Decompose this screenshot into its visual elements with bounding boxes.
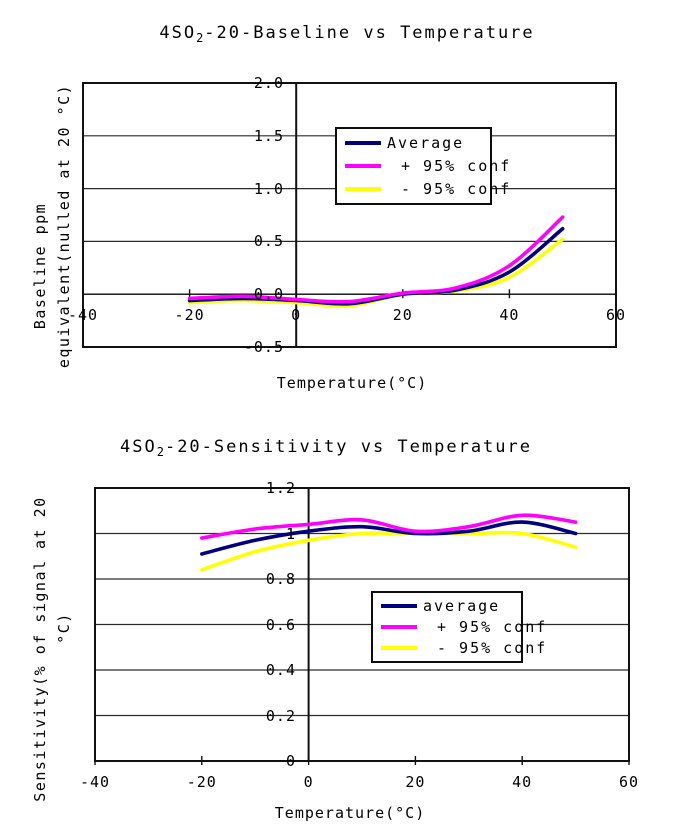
legend-label: - 95% conf xyxy=(437,638,548,657)
legend-line-swatch xyxy=(381,645,417,650)
chart1-y-axis-label-line1: Baseline ppm xyxy=(31,202,49,330)
chart2-y-axis-label-line1: Sensitivity(% of signal at 20 xyxy=(31,496,49,802)
chart1-legend: Average + 95% conf - 95% conf xyxy=(335,127,509,205)
legend-row-average: average xyxy=(381,597,513,615)
chart1-y-axis-label-line2: equivalent(nulled at 20 °C) xyxy=(55,83,73,369)
legend-label: average xyxy=(423,597,501,616)
legend-label: Average xyxy=(387,134,465,153)
legend-line-swatch xyxy=(381,604,417,609)
legend-label: - 95% conf xyxy=(401,179,512,198)
chart2-y-axis-label-line2: °C) xyxy=(55,612,73,644)
legend-row-average: Average xyxy=(345,134,482,152)
legend-row-plus95: + 95% conf xyxy=(381,618,545,636)
chart1-title-subscript: 2 xyxy=(196,31,205,45)
legend-line-swatch xyxy=(345,186,381,191)
legend-label: + 95% conf xyxy=(401,156,512,175)
chart2-title-suffix: -20-Sensitivity vs Temperature xyxy=(164,437,532,457)
chart1-title-suffix: -20-Baseline vs Temperature xyxy=(204,23,535,43)
legend-line-swatch xyxy=(345,141,381,146)
chart2-title-subscript: 2 xyxy=(156,445,165,459)
chart1-x-axis-label: Temperature(°C) xyxy=(276,374,428,392)
legend-row-plus95: + 95% conf xyxy=(345,157,509,175)
chart2-title-prefix: 4SO xyxy=(120,437,157,457)
legend-row-minus95: - 95% conf xyxy=(345,180,509,198)
chart1-title-prefix: 4SO xyxy=(159,23,197,43)
legend-line-swatch xyxy=(381,624,417,629)
legend-row-minus95: - 95% conf xyxy=(381,639,545,657)
chart2-x-axis-label: Temperature(°C) xyxy=(274,804,426,822)
legend-label: + 95% conf xyxy=(437,617,548,636)
chart2-title: 4SO2-20-Sensitivity vs Temperature xyxy=(120,437,532,459)
chart2-legend: average + 95% conf - 95% conf xyxy=(371,591,545,663)
chart1-title: 4SO2-20-Baseline vs Temperature xyxy=(159,23,535,45)
legend-line-swatch xyxy=(345,163,381,168)
